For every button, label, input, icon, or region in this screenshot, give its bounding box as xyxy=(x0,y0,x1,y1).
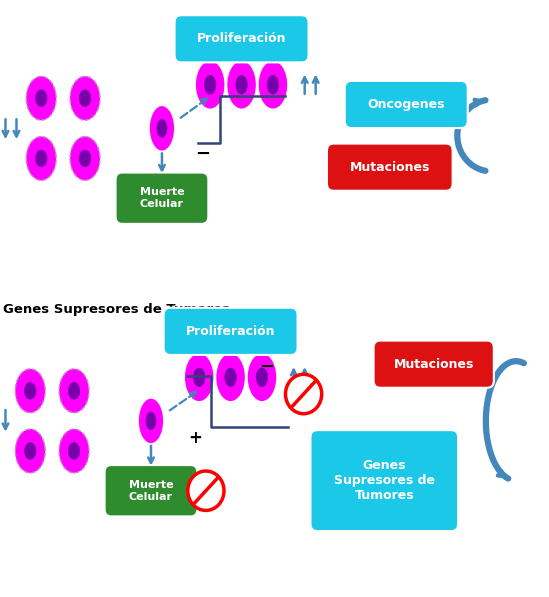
FancyBboxPatch shape xyxy=(164,308,298,355)
FancyBboxPatch shape xyxy=(345,81,468,128)
Ellipse shape xyxy=(25,442,36,459)
Text: Muerte
Celular: Muerte Celular xyxy=(139,187,184,209)
Ellipse shape xyxy=(236,75,247,94)
Ellipse shape xyxy=(184,353,214,402)
Text: Mutaciones: Mutaciones xyxy=(394,358,474,371)
Ellipse shape xyxy=(70,76,100,120)
Text: +: + xyxy=(265,76,279,94)
Text: Genes Supresores de Tumores: Genes Supresores de Tumores xyxy=(3,303,229,316)
Ellipse shape xyxy=(59,369,89,413)
Ellipse shape xyxy=(258,60,288,109)
Ellipse shape xyxy=(267,75,279,94)
Ellipse shape xyxy=(69,442,80,459)
Text: Proliferación: Proliferación xyxy=(186,325,276,338)
FancyBboxPatch shape xyxy=(104,465,198,516)
Text: −: − xyxy=(259,358,274,376)
Ellipse shape xyxy=(36,90,47,107)
Ellipse shape xyxy=(26,76,56,120)
FancyBboxPatch shape xyxy=(373,340,494,388)
FancyBboxPatch shape xyxy=(115,173,208,224)
Ellipse shape xyxy=(226,60,257,109)
Ellipse shape xyxy=(80,90,91,107)
Ellipse shape xyxy=(36,150,47,167)
Ellipse shape xyxy=(26,137,56,180)
Ellipse shape xyxy=(193,368,205,387)
Ellipse shape xyxy=(59,429,89,473)
Circle shape xyxy=(285,374,322,414)
Text: Muerte
Celular: Muerte Celular xyxy=(128,480,173,501)
Ellipse shape xyxy=(247,353,277,402)
Ellipse shape xyxy=(70,137,100,180)
Text: Genes
Supresores de
Tumores: Genes Supresores de Tumores xyxy=(334,459,435,502)
Ellipse shape xyxy=(225,368,236,387)
Ellipse shape xyxy=(215,353,245,402)
Text: +: + xyxy=(188,429,202,447)
FancyBboxPatch shape xyxy=(175,15,309,62)
Text: Mutaciones: Mutaciones xyxy=(350,161,430,174)
Ellipse shape xyxy=(138,398,164,444)
Ellipse shape xyxy=(25,383,36,399)
Ellipse shape xyxy=(149,105,175,152)
Circle shape xyxy=(188,471,224,510)
Ellipse shape xyxy=(157,119,167,137)
Ellipse shape xyxy=(256,368,268,387)
Text: −: − xyxy=(195,145,211,163)
Ellipse shape xyxy=(80,150,91,167)
Ellipse shape xyxy=(146,412,156,430)
Text: Proliferación: Proliferación xyxy=(197,32,287,45)
Ellipse shape xyxy=(195,60,225,109)
Ellipse shape xyxy=(15,369,45,413)
FancyBboxPatch shape xyxy=(327,144,452,191)
Ellipse shape xyxy=(15,429,45,473)
Text: Oncogenes: Oncogenes xyxy=(367,98,445,111)
Ellipse shape xyxy=(204,75,216,94)
Ellipse shape xyxy=(69,383,80,399)
FancyBboxPatch shape xyxy=(310,430,458,531)
